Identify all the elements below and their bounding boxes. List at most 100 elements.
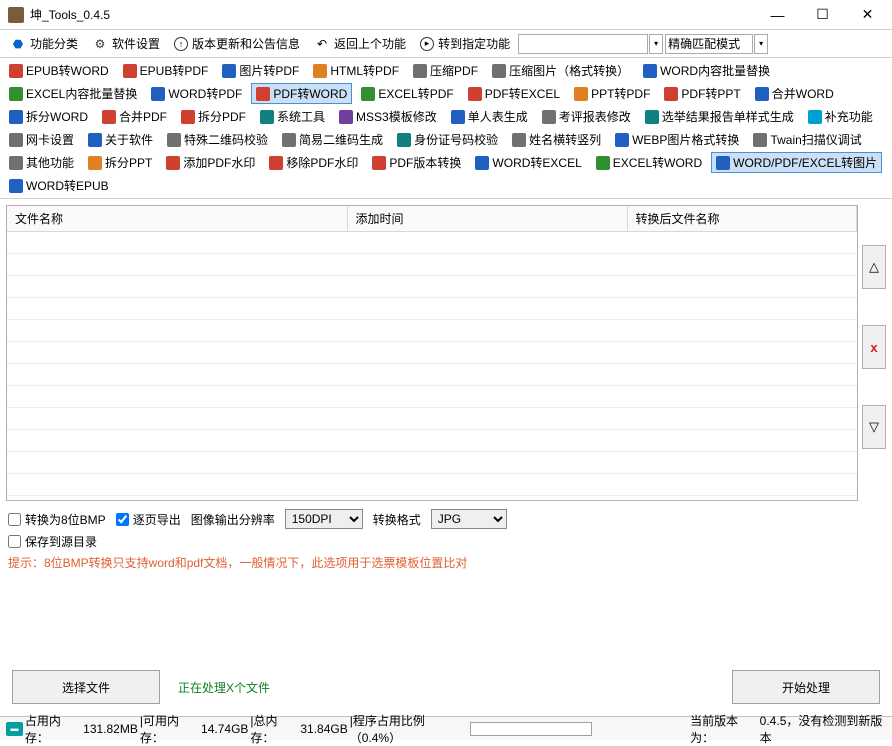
file-table-wrap: 文件名称 添加时间 转换后文件名称 bbox=[6, 205, 858, 501]
toolbar-btn[interactable]: 合并WORD bbox=[750, 83, 839, 104]
match-dropdown-icon[interactable]: ▾ bbox=[754, 34, 768, 54]
toolbar-btn[interactable]: PPT转PDF bbox=[569, 83, 655, 104]
toolbar-btn[interactable]: 拆分PPT bbox=[83, 152, 157, 173]
col-filename[interactable]: 文件名称 bbox=[7, 206, 347, 232]
checkbox-per-page[interactable]: 逐页导出 bbox=[116, 511, 181, 528]
toolbar-btn[interactable]: WEBP图片格式转换 bbox=[610, 129, 744, 150]
choose-file-button[interactable]: 选择文件 bbox=[12, 670, 160, 704]
toolbar-btn[interactable]: 网卡设置 bbox=[4, 129, 79, 150]
processing-text: 正在处理X个文件 bbox=[178, 679, 270, 696]
goto-combo[interactable] bbox=[518, 34, 648, 54]
toolbar-btn[interactable]: HTML转PDF bbox=[308, 60, 404, 81]
toolbar-btn[interactable]: EPUB转PDF bbox=[118, 60, 214, 81]
table-row[interactable] bbox=[7, 254, 857, 276]
toolbar-btn[interactable]: 特殊二维码校验 bbox=[162, 129, 273, 150]
match-mode-combo[interactable] bbox=[665, 34, 753, 54]
toolbar-btn[interactable]: 其他功能 bbox=[4, 152, 79, 173]
toolbar-btn[interactable]: WORD转EPUB bbox=[4, 175, 114, 196]
menu-settings[interactable]: ⚙软件设置 bbox=[86, 33, 166, 54]
toolbar-btn[interactable]: 关于软件 bbox=[83, 129, 158, 150]
cube-icon: ⬣ bbox=[10, 36, 26, 52]
toolbar-btn[interactable]: 移除PDF水印 bbox=[264, 152, 363, 173]
tool-icon bbox=[596, 156, 610, 170]
table-row[interactable] bbox=[7, 386, 857, 408]
toolbar-btn[interactable]: 考评报表修改 bbox=[537, 106, 636, 127]
toolbar-btn[interactable]: 图片转PDF bbox=[217, 60, 304, 81]
toolbar-btn[interactable]: 选举结果报告单样式生成 bbox=[640, 106, 799, 127]
toolbar-btn[interactable]: 身份证号码校验 bbox=[392, 129, 503, 150]
table-row[interactable] bbox=[7, 408, 857, 430]
toolbar-btn[interactable]: EXCEL内容批量替换 bbox=[4, 83, 142, 104]
toolbar-btn[interactable]: PDF转WORD bbox=[251, 83, 352, 104]
toolbar-btn[interactable]: 姓名横转竖列 bbox=[507, 129, 606, 150]
toolbar-btn[interactable]: PDF转PPT bbox=[659, 83, 745, 104]
toolbar-btn[interactable]: EPUB转WORD bbox=[4, 60, 114, 81]
toolbar-btn[interactable]: WORD/PDF/EXCEL转图片 bbox=[711, 152, 882, 173]
toolbar-btn[interactable]: MSS3模板修改 bbox=[334, 106, 442, 127]
tool-icon bbox=[413, 64, 427, 78]
move-down-button[interactable]: ▽ bbox=[862, 405, 886, 449]
start-button[interactable]: 开始处理 bbox=[732, 670, 880, 704]
tool-icon bbox=[397, 133, 411, 147]
window-controls: — ☐ ✕ bbox=[755, 1, 890, 29]
toolbar-btn[interactable]: 合并PDF bbox=[97, 106, 172, 127]
toolbar-btn[interactable]: 简易二维码生成 bbox=[277, 129, 388, 150]
tool-icon bbox=[468, 87, 482, 101]
toolbar-btn[interactable]: 拆分WORD bbox=[4, 106, 93, 127]
status-ratio: |程序占用比例（0.4%） bbox=[350, 712, 469, 746]
status-icon: ▬ bbox=[6, 722, 23, 736]
toolbar-btn[interactable]: WORD转PDF bbox=[146, 83, 247, 104]
dpi-select[interactable]: 150DPI bbox=[285, 509, 363, 529]
status-avail-label: |可用内存： bbox=[140, 712, 199, 746]
toolbar-btn[interactable]: 添加PDF水印 bbox=[161, 152, 260, 173]
toolbar-btn[interactable]: 补充功能 bbox=[803, 106, 878, 127]
menu-goto[interactable]: ▸转到指定功能 bbox=[414, 33, 516, 54]
menu-back[interactable]: ↶返回上个功能 bbox=[308, 33, 412, 54]
minimize-button[interactable]: — bbox=[755, 1, 800, 29]
tool-icon bbox=[123, 64, 137, 78]
toolbar-btn[interactable]: EXCEL转WORD bbox=[591, 152, 707, 173]
toolbar-btn[interactable]: PDF转EXCEL bbox=[463, 83, 565, 104]
side-buttons: △ x ▽ bbox=[862, 205, 886, 501]
status-mem-label: 占用内存： bbox=[25, 712, 81, 746]
table-row[interactable] bbox=[7, 474, 857, 496]
remove-button[interactable]: x bbox=[862, 325, 886, 369]
tool-icon bbox=[372, 156, 386, 170]
tool-icon bbox=[260, 110, 274, 124]
checkbox-save-source[interactable]: 保存到源目录 bbox=[8, 533, 97, 550]
goto-dropdown-icon[interactable]: ▾ bbox=[649, 34, 663, 54]
col-output[interactable]: 转换后文件名称 bbox=[627, 206, 857, 232]
toolbar-btn[interactable]: 系统工具 bbox=[255, 106, 330, 127]
tool-icon bbox=[88, 156, 102, 170]
maximize-button[interactable]: ☐ bbox=[800, 1, 845, 29]
tool-icon bbox=[664, 87, 678, 101]
up-arrow-icon: ↑ bbox=[174, 37, 188, 51]
menu-category[interactable]: ⬣功能分类 bbox=[4, 33, 84, 54]
table-row[interactable] bbox=[7, 276, 857, 298]
close-button[interactable]: ✕ bbox=[845, 1, 890, 29]
checkbox-8bit-bmp[interactable]: 转换为8位BMP bbox=[8, 511, 106, 528]
toolbar-btn[interactable]: 拆分PDF bbox=[176, 106, 251, 127]
col-addtime[interactable]: 添加时间 bbox=[347, 206, 627, 232]
table-row[interactable] bbox=[7, 232, 857, 254]
toolbar-btn[interactable]: EXCEL转PDF bbox=[356, 83, 458, 104]
menu-update[interactable]: ↑版本更新和公告信息 bbox=[168, 33, 306, 54]
move-up-button[interactable]: △ bbox=[862, 245, 886, 289]
format-select[interactable]: JPG bbox=[431, 509, 507, 529]
table-row[interactable] bbox=[7, 364, 857, 386]
toolbar-btn[interactable]: 压缩PDF bbox=[408, 60, 483, 81]
tool-icon bbox=[167, 133, 181, 147]
table-row[interactable] bbox=[7, 342, 857, 364]
toolbar-btn[interactable]: 单人表生成 bbox=[446, 106, 533, 127]
toolbar-btn[interactable]: PDF版本转换 bbox=[367, 152, 466, 173]
table-row[interactable] bbox=[7, 298, 857, 320]
toolbar-btn[interactable]: 压缩图片（格式转换） bbox=[487, 60, 634, 81]
hint-text: 提示：8位BMP转换只支持word和pdf文档，一般情况下，此选项用于选票模板位… bbox=[8, 554, 884, 571]
table-row[interactable] bbox=[7, 452, 857, 474]
table-row[interactable] bbox=[7, 320, 857, 342]
tool-icon bbox=[88, 133, 102, 147]
table-row[interactable] bbox=[7, 430, 857, 452]
toolbar-btn[interactable]: Twain扫描仪调试 bbox=[748, 129, 866, 150]
toolbar-btn[interactable]: WORD转EXCEL bbox=[470, 152, 586, 173]
toolbar-btn[interactable]: WORD内容批量替换 bbox=[638, 60, 775, 81]
